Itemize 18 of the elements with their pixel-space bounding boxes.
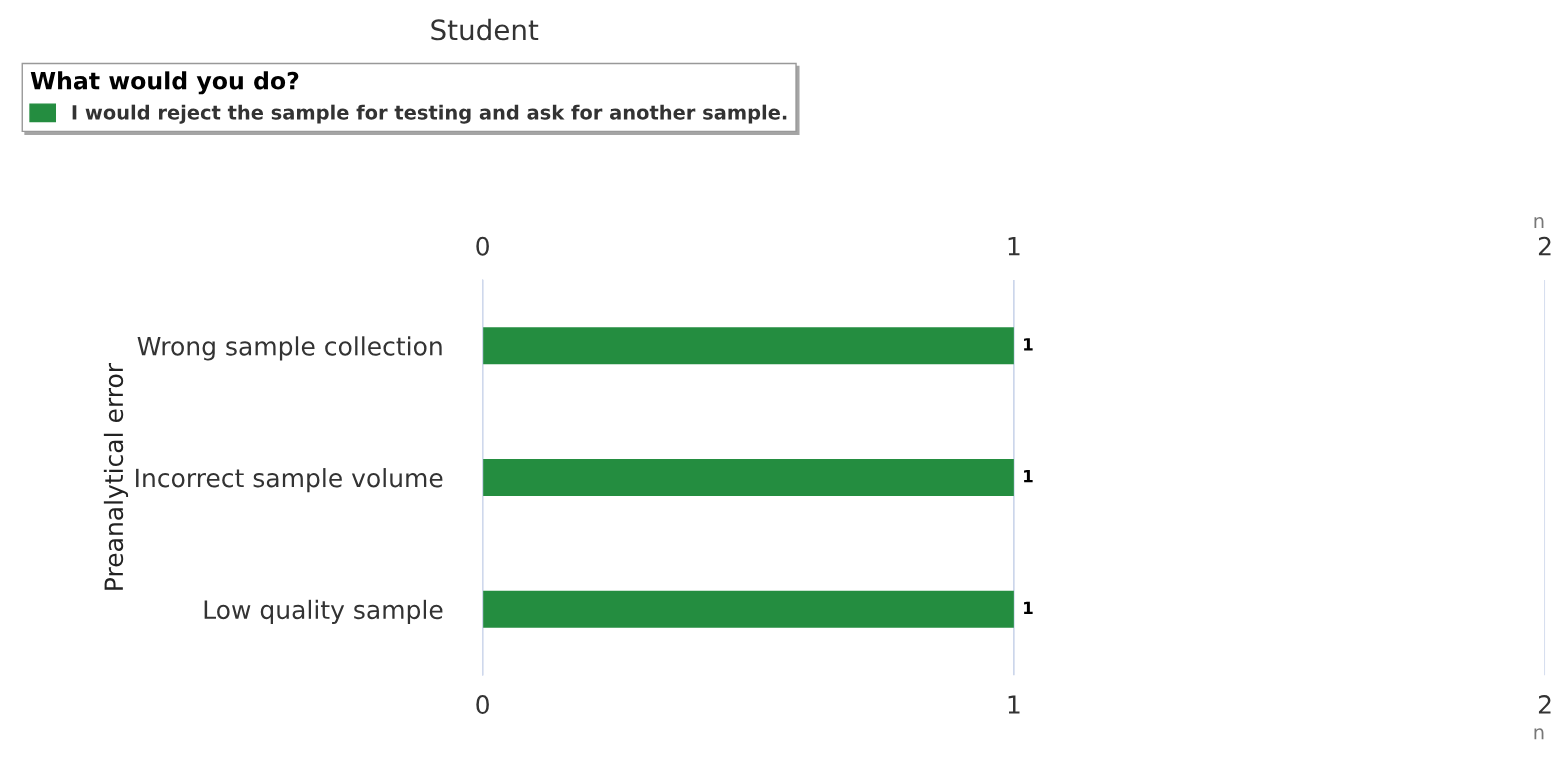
data-label: 1 bbox=[1024, 601, 1033, 614]
y-tick-label: Incorrect sample volume bbox=[136, 468, 443, 493]
legend-title: What would you do? bbox=[30, 71, 299, 95]
x-tick-label: 0 bbox=[476, 695, 489, 714]
x2-tick-label: 2 bbox=[1538, 236, 1551, 256]
x-tick-label: 1 bbox=[1008, 695, 1020, 714]
y-tick-label: Wrong sample collection bbox=[137, 336, 442, 361]
y-axis-title: Preanalytical error bbox=[103, 362, 129, 590]
chart-title: Student bbox=[431, 18, 539, 41]
legend-label: I would reject the sample for testing and ask for another sample. bbox=[72, 104, 787, 124]
x-axis-title: n bbox=[1534, 728, 1544, 740]
data-label: 1 bbox=[1024, 470, 1033, 483]
x2-tick-label: 1 bbox=[1008, 237, 1020, 256]
x2-axis-title: n bbox=[1534, 217, 1544, 228]
x-tick-label: 2 bbox=[1538, 695, 1551, 714]
y-tick-label: Low quality sample bbox=[204, 599, 443, 624]
data-label: 1 bbox=[1024, 338, 1033, 351]
x2-tick-label: 0 bbox=[476, 236, 489, 256]
